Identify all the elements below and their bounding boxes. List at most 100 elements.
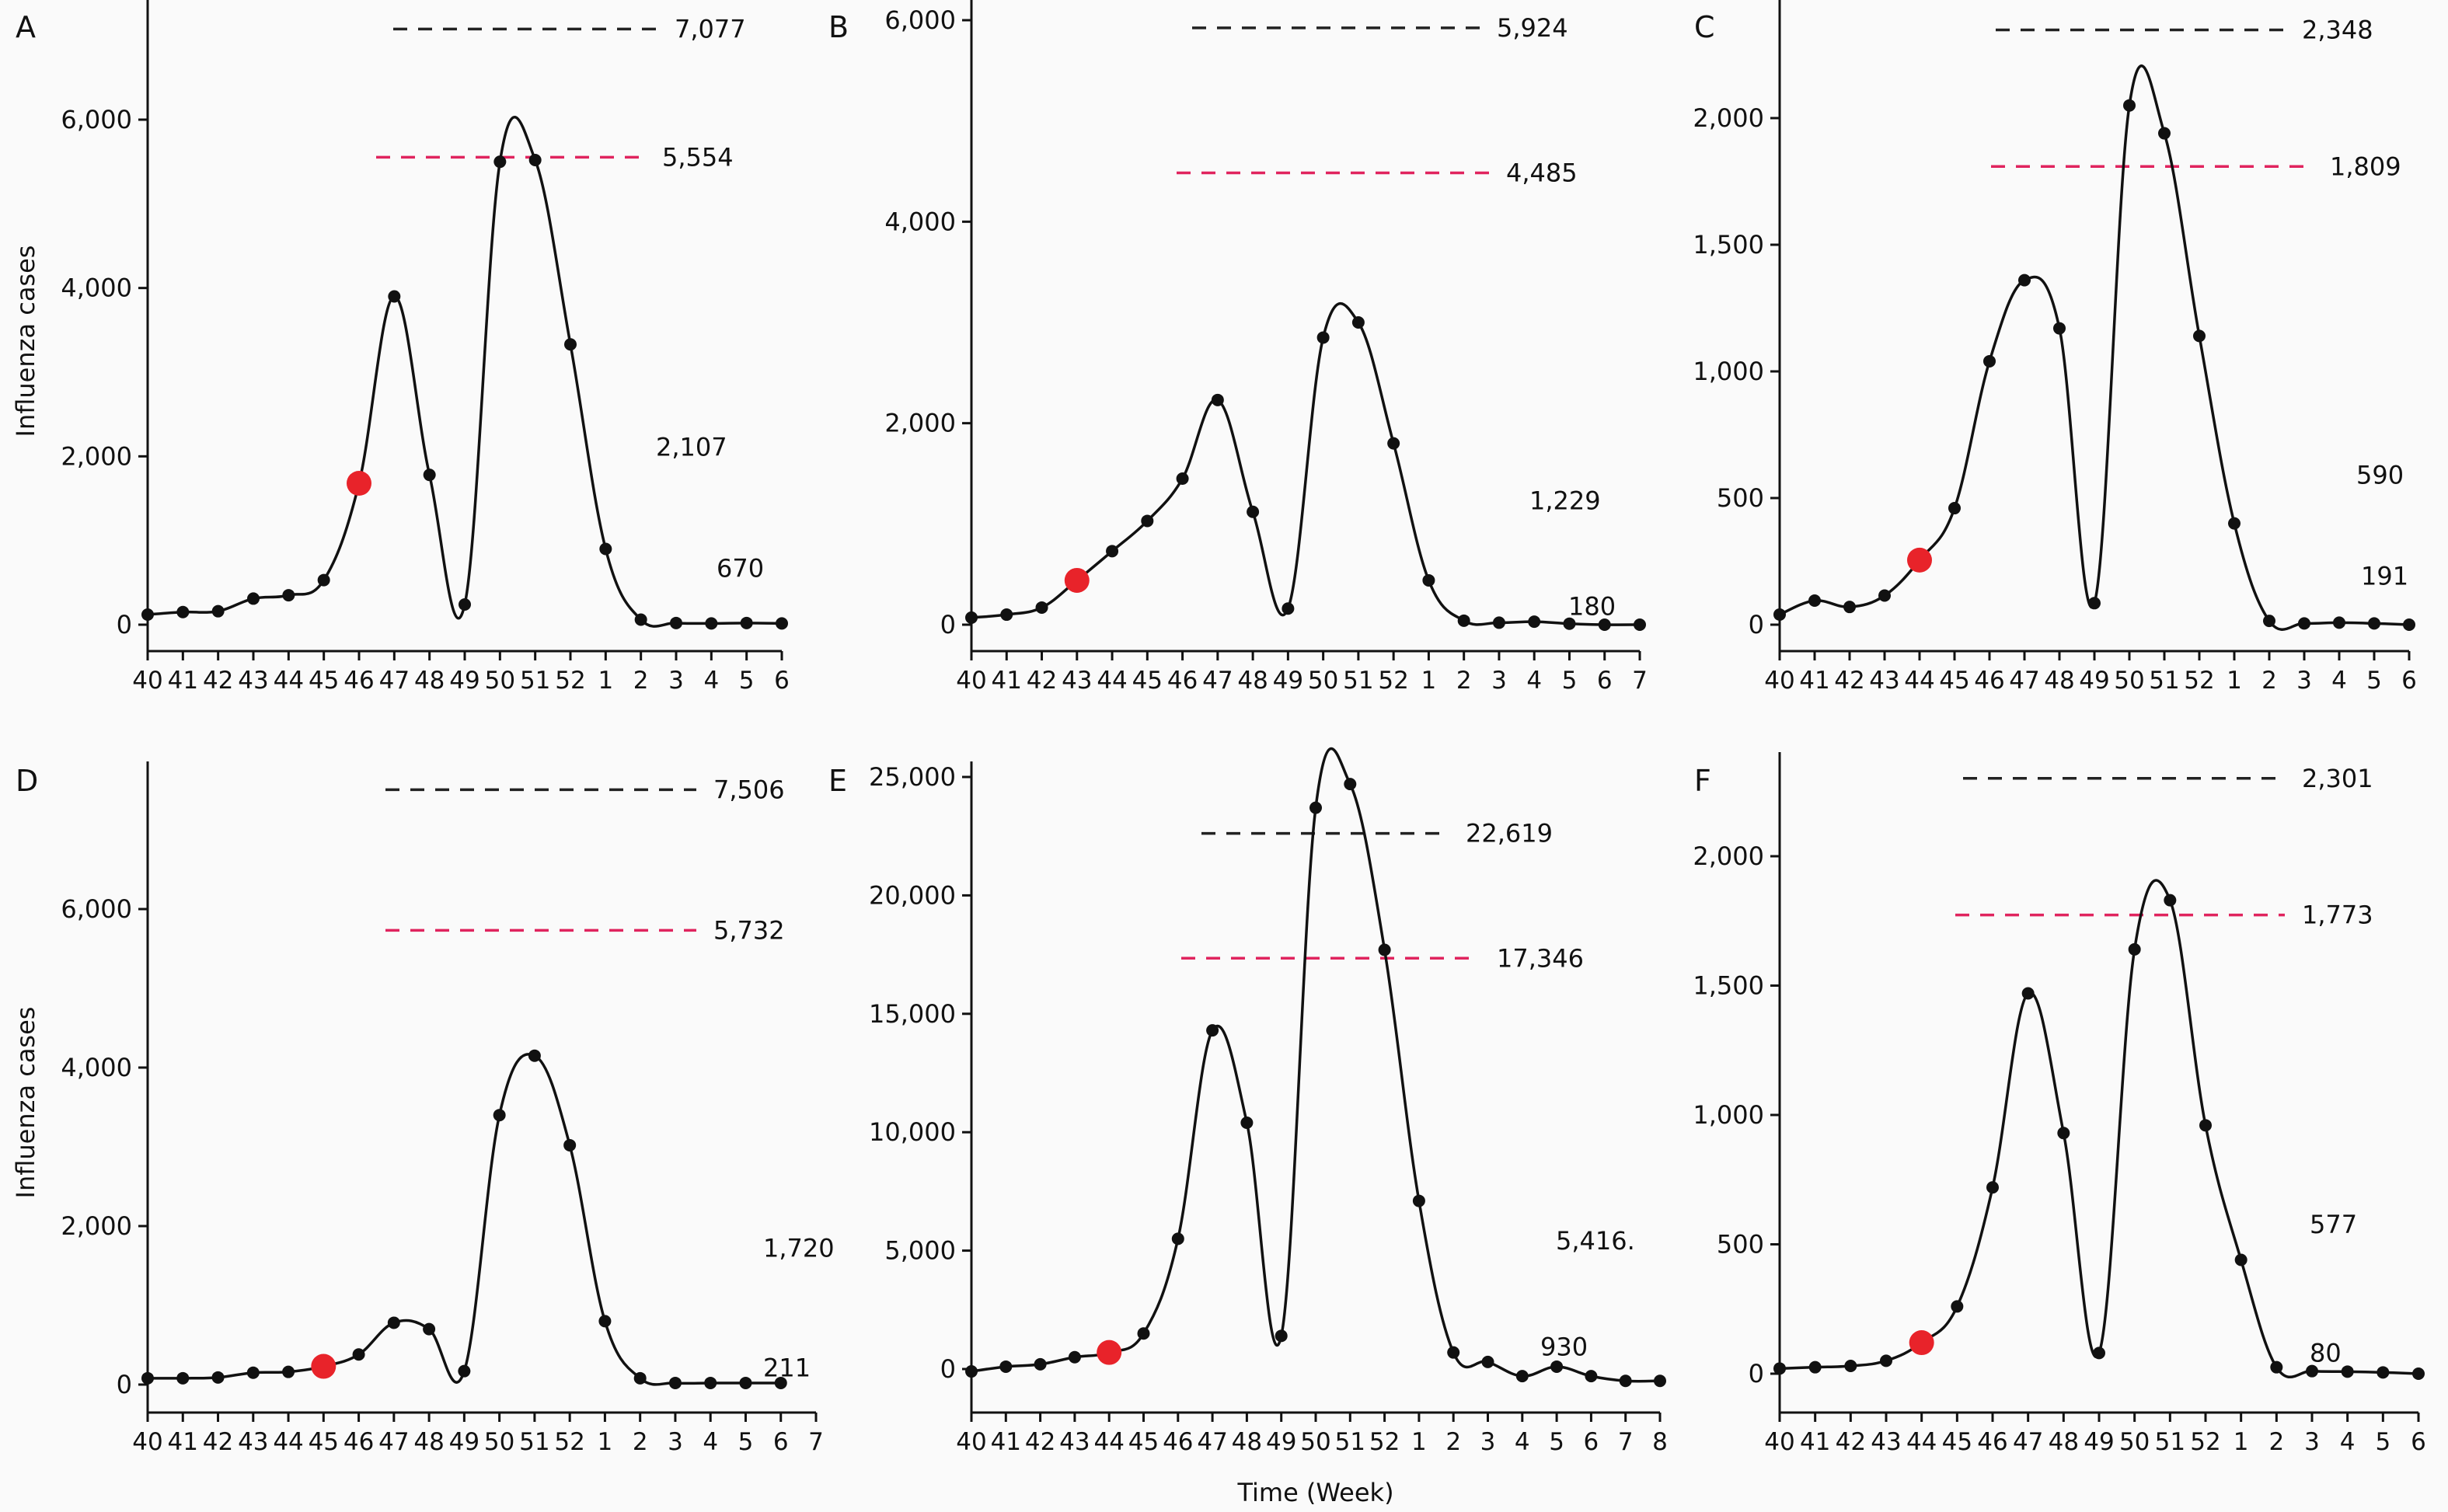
x-tick-label: 43 xyxy=(1059,1428,1090,1456)
panel-letter: A xyxy=(16,10,36,44)
x-tick-label: 4 xyxy=(2331,667,2347,695)
x-tick-label: 5 xyxy=(2375,1428,2390,1456)
x-tick-label: 41 xyxy=(1799,667,1829,695)
x-tick-label: 4 xyxy=(703,667,719,695)
x-tick-label: 1 xyxy=(598,667,613,695)
data-point xyxy=(1550,1360,1564,1373)
y-tick-label: 4,000 xyxy=(61,273,132,303)
y-tick-label: 2,000 xyxy=(61,1211,132,1241)
panel-letter: E xyxy=(828,764,847,798)
y-tick-label: 6,000 xyxy=(61,105,132,134)
data-point xyxy=(1619,1374,1632,1388)
data-point xyxy=(1948,502,1961,515)
x-tick-label: 42 xyxy=(203,1428,233,1456)
data-point xyxy=(388,290,401,303)
threshold-label: 577 xyxy=(2310,1210,2357,1239)
data-point xyxy=(564,338,577,351)
x-tick-label: 52 xyxy=(2184,667,2214,695)
data-point xyxy=(423,1322,436,1336)
data-point xyxy=(2377,1366,2390,1379)
y-axis-label: Influenza cases xyxy=(11,246,40,437)
x-tick-label: 44 xyxy=(274,667,304,695)
data-point xyxy=(246,1366,260,1379)
data-point xyxy=(2228,517,2241,530)
y-tick-label: 2,000 xyxy=(1693,103,1764,133)
x-tick-label: 49 xyxy=(2084,1428,2114,1456)
x-tick-label: 48 xyxy=(2049,1428,2079,1456)
x-tick-label: 1 xyxy=(1421,667,1437,695)
data-point xyxy=(176,1371,190,1385)
data-point xyxy=(1211,393,1224,406)
x-tick-label: 48 xyxy=(414,667,445,695)
x-tick-label: 4 xyxy=(2340,1428,2356,1456)
threshold-label: 5,732 xyxy=(713,915,785,945)
data-point xyxy=(317,573,330,587)
data-point xyxy=(458,1364,471,1378)
x-tick-label: 47 xyxy=(2013,1428,2043,1456)
x-tick-label: 6 xyxy=(1584,1428,1599,1456)
threshold-label: 7,077 xyxy=(675,14,746,44)
data-point xyxy=(1309,801,1322,814)
y-tick-label: 6,000 xyxy=(884,5,956,35)
threshold-label: 4,485 xyxy=(1506,158,1578,187)
x-tick-label: 40 xyxy=(132,1428,162,1456)
y-tick-label: 4,000 xyxy=(61,1053,132,1082)
threshold-label: 5,554 xyxy=(662,142,734,172)
x-tick-label: 2 xyxy=(1456,667,1472,695)
x-tick-label: 5 xyxy=(739,667,755,695)
x-tick-label: 3 xyxy=(668,667,684,695)
x-tick-label: 51 xyxy=(519,1428,549,1456)
x-tick-label: 45 xyxy=(309,1428,339,1456)
threshold-label: 5,416. xyxy=(1556,1226,1635,1256)
y-axis-label: Influenza cases xyxy=(11,1007,40,1199)
data-point xyxy=(1808,1360,1822,1374)
x-tick-label: 3 xyxy=(668,1428,683,1456)
data-point xyxy=(965,1365,978,1378)
x-tick-label: 49 xyxy=(449,1428,479,1456)
x-tick-label: 2 xyxy=(2261,667,2277,695)
x-tick-label: 42 xyxy=(203,667,233,695)
x-tick-label: 4 xyxy=(1526,667,1542,695)
data-point xyxy=(2057,1127,2070,1140)
x-tick-label: 3 xyxy=(2296,667,2312,695)
data-point xyxy=(1598,618,1611,631)
x-tick-label: 50 xyxy=(2119,1428,2150,1456)
series-line xyxy=(1779,64,2410,631)
x-tick-label: 49 xyxy=(449,667,479,695)
x-tick-label: 51 xyxy=(1335,1428,1365,1456)
data-point xyxy=(1275,1329,1288,1343)
y-tick-label: 500 xyxy=(1717,483,1764,513)
data-point xyxy=(1492,616,1505,629)
x-axis-label: Time (Week) xyxy=(1236,1478,1393,1507)
data-point xyxy=(633,1371,647,1385)
y-tick-label: 0 xyxy=(1749,1359,1764,1388)
y-tick-label: 0 xyxy=(940,1354,956,1384)
data-point xyxy=(2263,615,2275,628)
x-tick-label: 40 xyxy=(956,1428,986,1456)
x-tick-label: 40 xyxy=(1764,1428,1794,1456)
x-tick-label: 47 xyxy=(379,667,410,695)
y-tick-label: 0 xyxy=(940,610,956,639)
x-tick-label: 50 xyxy=(484,1428,514,1456)
x-tick-label: 52 xyxy=(1369,1428,1400,1456)
data-point xyxy=(1412,1194,1425,1207)
x-tick-label: 1 xyxy=(2227,667,2242,695)
data-point xyxy=(1344,778,1357,791)
alert-point xyxy=(1907,547,1932,573)
x-tick-label: 49 xyxy=(1273,667,1303,695)
y-tick-label: 4,000 xyxy=(884,207,956,236)
data-point xyxy=(1843,601,1856,614)
data-point xyxy=(1654,1374,1666,1388)
panel-letter: D xyxy=(16,764,38,798)
x-tick-label: 48 xyxy=(2044,667,2074,695)
data-point xyxy=(1986,1181,1999,1194)
data-point xyxy=(1951,1300,1964,1313)
x-tick-label: 2 xyxy=(1445,1428,1461,1456)
x-tick-label: 51 xyxy=(2149,667,2179,695)
data-point xyxy=(141,608,154,621)
x-tick-label: 3 xyxy=(2304,1428,2320,1456)
data-point xyxy=(141,1371,154,1385)
x-tick-label: 42 xyxy=(1834,667,1864,695)
data-point xyxy=(563,1138,577,1151)
